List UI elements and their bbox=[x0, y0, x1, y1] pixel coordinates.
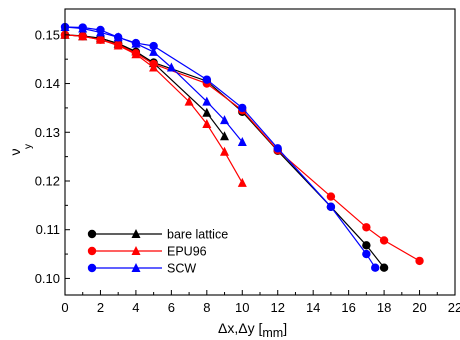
x-tick-label-7: 14 bbox=[306, 300, 320, 315]
point-triangle-scw-1 bbox=[78, 23, 88, 33]
legend-circle-scw bbox=[87, 263, 97, 273]
x-tick-label-9: 18 bbox=[377, 300, 391, 315]
x-axis-title-unit: mm bbox=[262, 326, 283, 340]
x-axis-title-close: ] bbox=[283, 320, 287, 336]
x-tick-label-6: 12 bbox=[270, 300, 284, 315]
point-circle-epu96-12 bbox=[415, 256, 424, 266]
point-triangle-epu96-3 bbox=[113, 40, 123, 50]
point-triangle-scw-7 bbox=[202, 96, 212, 106]
point-circle-bare-lattice-10 bbox=[362, 241, 371, 250]
x-tick-label-8: 16 bbox=[341, 300, 355, 315]
point-triangle-epu96-2 bbox=[96, 34, 105, 44]
point-triangle-scw-9 bbox=[237, 137, 247, 146]
x-tick-label-10: 20 bbox=[412, 300, 426, 315]
point-circle-scw-8 bbox=[273, 144, 282, 153]
line-triangles-epu96 bbox=[64, 34, 243, 184]
point-triangle-epu96-4 bbox=[131, 49, 141, 59]
legend-label-scw: SCW bbox=[167, 262, 196, 276]
point-triangle-epu96-5 bbox=[149, 62, 159, 72]
point-triangle-epu96-8 bbox=[220, 146, 229, 156]
point-triangle-scw-5 bbox=[149, 46, 159, 56]
point-circle-scw-11 bbox=[371, 263, 380, 272]
x-axis-title-main: Δx,Δy [ bbox=[218, 320, 262, 336]
axes-layer: 0 2 4 6 8 10 12 14 16 18 20 22 0.10 0.11 0.12 0.13 0.14 0… bbox=[35, 27, 460, 315]
point-circle-scw-10 bbox=[362, 249, 371, 259]
x-tick-label-1: 2 bbox=[97, 300, 104, 315]
y-axis-title-sub: y bbox=[23, 144, 34, 149]
y-axis-title: ν y bbox=[7, 144, 34, 156]
point-circle-scw-6 bbox=[202, 75, 212, 84]
y-tick-label-0: 0.10 bbox=[35, 271, 60, 286]
point-triangle-scw-8 bbox=[220, 115, 229, 125]
legend-label-bare-lattice: bare lattice bbox=[167, 228, 228, 242]
x-axis-title: Δx,Δy [mm] bbox=[218, 320, 287, 340]
x-tick-label-2: 4 bbox=[132, 300, 139, 315]
y-tick-label-4: 0.14 bbox=[35, 76, 60, 91]
point-triangle-scw-3 bbox=[113, 32, 123, 42]
point-triangle-bare-lattice-7 bbox=[220, 131, 229, 141]
x-tick-label-11: 22 bbox=[448, 300, 460, 315]
legend-item-scw: SCW bbox=[87, 262, 196, 276]
x-tick-label-0: 0 bbox=[61, 300, 68, 315]
x-tick-label-3: 6 bbox=[168, 300, 175, 315]
y-tick-label-1: 0.11 bbox=[36, 222, 60, 237]
point-triangle-bare-lattice-6 bbox=[202, 107, 212, 117]
y-tick-label-2: 0.12 bbox=[35, 173, 60, 188]
point-triangle-epu96-1 bbox=[78, 31, 88, 41]
legend-item-bare-lattice: bare lattice bbox=[87, 228, 228, 242]
legend: bare lattice EPU96 SCW bbox=[87, 228, 228, 276]
point-triangle-epu96-7 bbox=[202, 119, 212, 128]
point-triangle-epu96-6 bbox=[184, 96, 194, 106]
point-triangle-scw-6 bbox=[166, 62, 176, 72]
point-triangle-epu96-9 bbox=[237, 177, 247, 187]
point-triangle-scw-2 bbox=[96, 27, 105, 37]
x-tick-label-5: 10 bbox=[235, 300, 249, 315]
y-axis-title-main: ν bbox=[7, 149, 23, 156]
x-tick-label-4: 8 bbox=[203, 300, 210, 315]
point-triangle-scw-4 bbox=[131, 38, 141, 48]
y-tick-label-3: 0.13 bbox=[35, 125, 60, 140]
point-circle-bare-lattice-11 bbox=[379, 263, 389, 272]
point-circle-epu96-9 bbox=[326, 192, 336, 201]
legend-circle-epu96 bbox=[87, 246, 97, 256]
legend-label-epu96: EPU96 bbox=[167, 245, 207, 259]
line-triangles-scw bbox=[64, 26, 243, 143]
point-circle-epu96-10 bbox=[362, 223, 371, 232]
point-circle-scw-5 bbox=[149, 41, 158, 51]
legend-circle-bare-lattice bbox=[87, 229, 97, 239]
point-circle-scw-9 bbox=[326, 202, 336, 212]
point-circle-scw-7 bbox=[238, 103, 247, 113]
legend-item-epu96: EPU96 bbox=[87, 245, 207, 259]
series-layer bbox=[60, 22, 424, 272]
series-scw bbox=[60, 22, 380, 272]
y-tick-label-5: 0.15 bbox=[35, 27, 60, 42]
point-circle-epu96-11 bbox=[379, 236, 389, 245]
